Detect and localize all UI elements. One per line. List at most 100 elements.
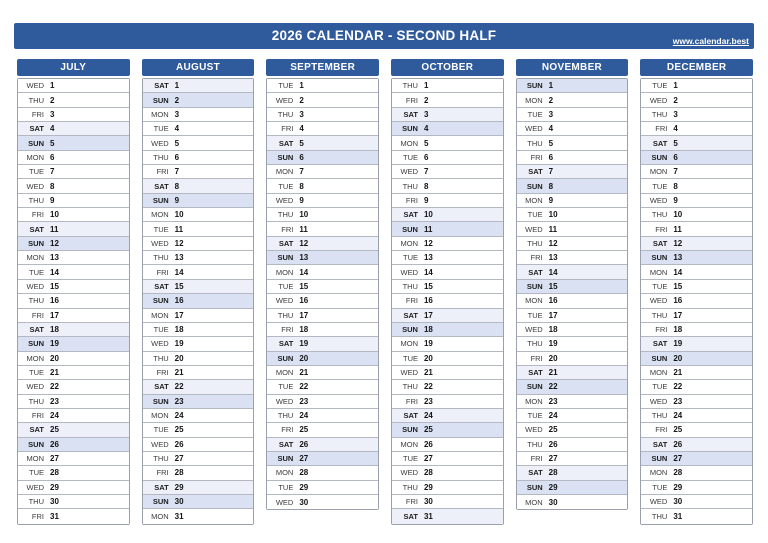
day-abbrev: MON bbox=[151, 511, 169, 521]
day-abbrev: SAT bbox=[652, 439, 668, 449]
day-abbrev: SAT bbox=[278, 439, 294, 449]
day-number: 12 bbox=[299, 238, 309, 248]
day-row: FRI 21 bbox=[142, 365, 254, 381]
day-row: SAT 5 bbox=[267, 136, 378, 151]
day-row: SAT 4 bbox=[18, 122, 129, 137]
day-row: FRI 31 bbox=[18, 509, 129, 524]
day-row: MON 12 bbox=[391, 236, 503, 252]
day-number: 6 bbox=[423, 152, 429, 162]
day-abbrev: THU bbox=[651, 310, 668, 320]
day-row: THU 31 bbox=[641, 509, 752, 524]
day-number: 12 bbox=[50, 238, 59, 248]
day-number: 29 bbox=[50, 482, 59, 492]
website-link[interactable]: www.calendar.best bbox=[672, 36, 749, 46]
day-number: 31 bbox=[423, 511, 433, 521]
day-number: 29 bbox=[548, 482, 558, 492]
day-row: SAT 15 bbox=[142, 279, 254, 295]
day-row: FRI 18 bbox=[641, 322, 752, 338]
day-row: THU 8 bbox=[391, 179, 503, 194]
day-number: 18 bbox=[673, 325, 683, 335]
day-number: 30 bbox=[50, 497, 59, 507]
day-number: 1 bbox=[423, 81, 429, 91]
day-number: 1 bbox=[673, 81, 678, 91]
day-abbrev: TUE bbox=[278, 181, 294, 191]
day-row: MON 5 bbox=[391, 136, 503, 151]
day-abbrev: FRI bbox=[655, 224, 668, 234]
day-number: 4 bbox=[548, 124, 554, 134]
day-abbrev: MON bbox=[525, 195, 543, 205]
day-row: WED 15 bbox=[18, 279, 129, 295]
day-number: 27 bbox=[548, 454, 558, 464]
day-abbrev: THU bbox=[527, 138, 543, 148]
day-row: TUE 27 bbox=[391, 451, 503, 467]
day-abbrev: SUN bbox=[152, 497, 169, 507]
day-number: 19 bbox=[174, 339, 184, 349]
day-row: SAT 21 bbox=[516, 365, 628, 381]
day-row: FRI 11 bbox=[267, 222, 378, 237]
day-abbrev: SUN bbox=[526, 281, 543, 291]
day-number: 29 bbox=[423, 482, 433, 492]
day-row: FRI 23 bbox=[391, 394, 503, 409]
day-abbrev: WED bbox=[400, 468, 418, 478]
day-row: TUE 17 bbox=[516, 308, 628, 323]
day-row: TUE 29 bbox=[641, 480, 752, 495]
day-row: THU 3 bbox=[267, 107, 378, 123]
day-number: 1 bbox=[299, 81, 304, 91]
day-abbrev: FRI bbox=[281, 124, 294, 134]
day-row: TUE 1 bbox=[641, 79, 752, 94]
day-row: MON 28 bbox=[267, 466, 378, 481]
day-row: FRI 25 bbox=[267, 423, 378, 438]
day-abbrev: TUE bbox=[652, 81, 668, 91]
day-abbrev: THU bbox=[651, 210, 668, 220]
day-number: 29 bbox=[673, 482, 683, 492]
day-row: MON 27 bbox=[18, 451, 129, 467]
day-row: THU 10 bbox=[267, 208, 378, 223]
day-abbrev: THU bbox=[402, 382, 418, 392]
day-row: WED 5 bbox=[142, 136, 254, 151]
day-row: FRI 4 bbox=[267, 122, 378, 137]
day-number: 6 bbox=[174, 152, 180, 162]
day-number: 14 bbox=[174, 267, 184, 277]
day-abbrev: TUE bbox=[652, 181, 668, 191]
day-number: 11 bbox=[423, 224, 433, 234]
day-number: 8 bbox=[50, 181, 55, 191]
day-number: 8 bbox=[423, 181, 429, 191]
day-number: 10 bbox=[50, 210, 59, 220]
day-row: SAT 24 bbox=[391, 408, 503, 424]
day-row: FRI 3 bbox=[18, 107, 129, 123]
day-abbrev: SUN bbox=[402, 425, 418, 435]
day-abbrev: WED bbox=[400, 167, 418, 177]
day-row: FRI 10 bbox=[18, 208, 129, 223]
day-number: 19 bbox=[673, 339, 683, 349]
day-abbrev: MON bbox=[151, 411, 169, 421]
day-abbrev: TUE bbox=[652, 281, 668, 291]
day-abbrev: SAT bbox=[652, 238, 668, 248]
day-row: SUN 12 bbox=[18, 236, 129, 252]
day-abbrev: WED bbox=[275, 296, 294, 306]
day-abbrev: MON bbox=[525, 396, 543, 406]
day-row: SUN 9 bbox=[142, 193, 254, 209]
day-row: TUE 7 bbox=[18, 165, 129, 180]
day-number: 14 bbox=[673, 267, 683, 277]
day-abbrev: THU bbox=[28, 497, 44, 507]
day-row: TUE 13 bbox=[391, 251, 503, 266]
day-number: 26 bbox=[673, 439, 683, 449]
day-number: 14 bbox=[423, 267, 433, 277]
day-number: 15 bbox=[174, 281, 184, 291]
day-number: 4 bbox=[673, 124, 678, 134]
day-row: FRI 30 bbox=[391, 494, 503, 510]
day-number: 23 bbox=[50, 396, 59, 406]
day-number: 5 bbox=[174, 138, 180, 148]
day-row: SUN 26 bbox=[18, 437, 129, 452]
day-abbrev: WED bbox=[525, 425, 543, 435]
day-row: SAT 22 bbox=[142, 380, 254, 395]
day-number: 10 bbox=[673, 210, 683, 220]
day-number: 2 bbox=[174, 95, 180, 105]
day-number: 14 bbox=[299, 267, 309, 277]
day-abbrev: MON bbox=[649, 167, 668, 177]
month-header: NOVEMBER bbox=[515, 59, 629, 76]
day-abbrev: SUN bbox=[152, 95, 169, 105]
day-row: WED 25 bbox=[516, 423, 628, 438]
day-abbrev: MON bbox=[151, 310, 169, 320]
day-row: MON 21 bbox=[267, 365, 378, 381]
